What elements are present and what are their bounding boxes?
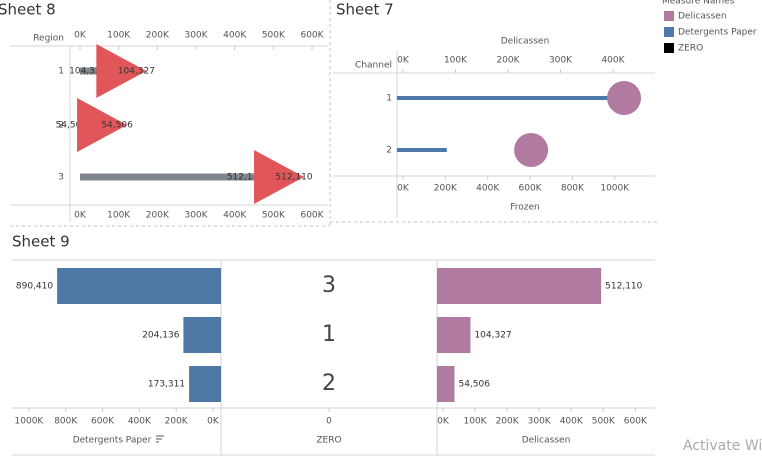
x-tick-label: 500K [592,417,616,427]
legend-swatch [664,11,674,21]
bar [437,366,455,402]
sheet-title: Sheet 8 [0,1,56,19]
x-tick-label: 300K [184,31,208,41]
axis-title: Detergents Paper [73,436,152,446]
x-tick-label: 0K [74,31,87,41]
x-tick-label: 300K [528,417,552,427]
x-tick-label: 600K [300,211,324,221]
legend-swatch [664,43,674,53]
bar [80,173,279,181]
x-tick-label: 0K [397,184,410,194]
x-tick-label: 800K [561,184,585,194]
x-tick-label: 400K [601,56,625,66]
category-label: 1 [386,94,392,104]
value-label: 54,506 [458,380,490,390]
circle-marker [607,81,642,115]
x-tick-label: 400K [223,211,247,221]
x-tick-label: 200K [434,184,458,194]
x-tick-label: 600K [91,417,115,427]
x-tick-label: 200K [496,417,520,427]
category-label: 2 [58,121,64,131]
category-label: 1 [322,322,336,347]
axis-title: Frozen [510,203,540,213]
value-label: 890,410 [16,282,53,292]
value-label: 54,506 [101,121,133,131]
value-label: 173,311 [148,380,185,390]
x-tick-label: 0K [397,56,410,66]
x-tick-label: 100K [107,211,131,221]
circle-marker [514,133,549,167]
category-label: 2 [386,146,392,156]
x-tick-label: 600K [519,184,543,194]
x-tick-label: 0K [74,211,87,221]
x-tick-label: 500K [262,211,286,221]
x-tick-label: 300K [549,56,573,66]
x-tick-label: 400K [476,184,500,194]
bar [189,366,221,402]
sheet-title: Sheet 9 [12,233,70,251]
bar [57,268,222,304]
category-label: 2 [322,371,336,396]
x-tick-label: 0K [437,417,450,427]
category-label: 1 [58,67,64,77]
x-tick-label: 100K [464,417,488,427]
x-tick-label: 200K [146,31,170,41]
x-tick-label: 300K [184,211,208,221]
value-label: 104,327 [474,331,511,341]
watermark: Activate Wi [683,438,762,454]
value-label: 104,327 [118,67,155,77]
category-label: 3 [58,173,64,183]
legend-title: Measure Names [662,0,735,7]
value-label: 512,110 [227,173,264,183]
sheet-title: Sheet 7 [336,1,394,19]
triangle-marker [77,98,128,152]
x-tick-label: 500K [262,31,286,41]
x-tick-label: 200K [165,417,189,427]
x-tick-label: 400K [223,31,247,41]
legend-swatch [664,27,674,37]
value-label: 512,110 [275,173,312,183]
category-label: 3 [322,273,336,298]
sort-icon [156,435,164,443]
x-tick-label: 100K [444,56,468,66]
x-tick-label: 0K [207,417,220,427]
row-header: Channel [355,61,392,71]
bar [437,317,471,353]
x-tick-label: 800K [54,417,78,427]
axis-title: Delicassen [501,37,550,47]
axis-title: Delicassen [522,436,571,446]
value-label: 512,110 [605,282,642,292]
value-label: 54,506 [56,121,88,131]
x-tick-label: 400K [560,417,584,427]
value-label: 204,136 [142,331,179,341]
x-tick-label: 1000K [600,184,630,194]
axis-title: ZERO [316,436,341,446]
legend-label: Delicassen [678,12,727,22]
legend-label: ZERO [678,44,703,54]
legend-label: Detergents Paper [678,28,757,38]
x-tick-label: 1000K [15,417,45,427]
row-header: Region [33,34,64,44]
x-tick-label: 200K [496,56,520,66]
triangle-marker [96,44,147,98]
value-label: 104,327 [69,67,106,77]
x-tick-label: 400K [128,417,152,427]
x-tick-label: 600K [624,417,648,427]
triangle-marker [254,150,305,204]
x-tick-label: 0 [326,417,332,427]
x-tick-label: 200K [146,211,170,221]
x-tick-label: 100K [107,31,131,41]
x-tick-label: 600K [300,31,324,41]
bar [183,317,221,353]
bar [437,268,602,304]
